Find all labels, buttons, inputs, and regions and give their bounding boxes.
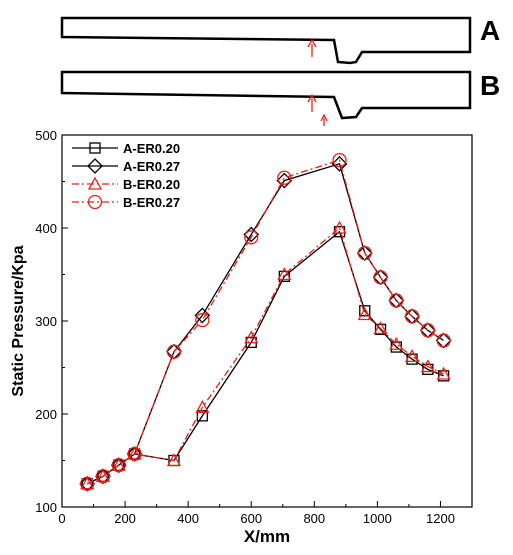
data-point bbox=[332, 220, 347, 234]
data-point bbox=[111, 457, 126, 471]
legend-label: B-ER0.27 bbox=[123, 195, 180, 210]
data-point bbox=[127, 446, 142, 462]
series-layer bbox=[79, 152, 452, 492]
data-point bbox=[166, 453, 182, 467]
data-point bbox=[166, 344, 182, 359]
legend-entry: B-ER0.20 bbox=[72, 176, 180, 192]
data-point bbox=[357, 307, 372, 321]
pressure-chart: 0 200 400 600 800 1000 1200 100 200 300 400 500 A-E… bbox=[10, 128, 473, 546]
data-point bbox=[244, 230, 259, 245]
data-point bbox=[127, 446, 142, 460]
series-b-er0-20 bbox=[80, 220, 451, 490]
legend-entry: A-ER0.27 bbox=[72, 158, 180, 174]
data-point bbox=[80, 476, 95, 490]
geometry-b-outline bbox=[60, 70, 472, 120]
y-tick-label: 100 bbox=[35, 500, 57, 515]
legend-entry: B-ER0.27 bbox=[72, 194, 180, 210]
series-line bbox=[86, 226, 444, 485]
x-axis-label: X/mm bbox=[244, 527, 290, 546]
data-point bbox=[244, 330, 259, 344]
x-tick-label: 800 bbox=[303, 511, 325, 526]
y-tick-label: 500 bbox=[35, 128, 57, 143]
geometry-label-a: A bbox=[480, 15, 500, 46]
data-point bbox=[373, 321, 388, 335]
axis-ticks: 0 200 400 600 800 1000 1200 100 200 300 400 500 bbox=[35, 128, 455, 526]
data-point bbox=[389, 336, 404, 350]
data-point bbox=[111, 457, 126, 473]
series-line bbox=[86, 230, 444, 485]
data-point bbox=[195, 312, 210, 328]
data-point bbox=[276, 172, 293, 189]
y-tick-label: 400 bbox=[35, 221, 57, 236]
x-tick-label: 1000 bbox=[363, 511, 392, 526]
data-point bbox=[404, 348, 420, 362]
legend-marker bbox=[87, 158, 103, 174]
data-point bbox=[332, 152, 347, 168]
x-tick-label: 400 bbox=[177, 511, 199, 526]
data-point bbox=[359, 305, 371, 317]
geometry-b: B bbox=[60, 70, 500, 126]
data-point bbox=[277, 267, 292, 281]
legend-marker bbox=[89, 142, 101, 154]
data-point bbox=[374, 323, 387, 336]
x-tick-label: 1200 bbox=[426, 511, 455, 526]
data-point bbox=[373, 270, 388, 285]
data-point bbox=[420, 359, 435, 373]
data-point bbox=[389, 293, 404, 308]
legend-label: A-ER0.27 bbox=[123, 159, 180, 174]
legend-label: B-ER0.20 bbox=[123, 177, 180, 192]
data-point bbox=[80, 476, 95, 491]
y-tick-label: 200 bbox=[35, 407, 57, 422]
data-point bbox=[95, 469, 111, 484]
y-tick-label: 300 bbox=[35, 314, 57, 329]
data-point bbox=[195, 400, 210, 414]
data-point bbox=[95, 468, 111, 482]
data-point bbox=[420, 323, 435, 338]
x-tick-label: 600 bbox=[240, 511, 262, 526]
legend-marker bbox=[87, 194, 103, 210]
injection-arrow-b1 bbox=[307, 93, 317, 112]
injection-arrow-a bbox=[307, 38, 317, 57]
geometry-label-b: B bbox=[480, 70, 500, 101]
data-point bbox=[404, 309, 420, 324]
legend-marker bbox=[87, 176, 103, 190]
x-tick-label: 0 bbox=[58, 511, 65, 526]
series-b-er0-27 bbox=[80, 152, 451, 491]
data-point bbox=[436, 366, 451, 380]
data-point bbox=[436, 333, 451, 348]
injection-arrow-b2 bbox=[320, 113, 328, 126]
x-tick-label: 200 bbox=[114, 511, 136, 526]
legend: A-ER0.20 A-ER0.27 B-ER0.20 B-ER0.27 bbox=[72, 141, 180, 210]
legend-label: A-ER0.20 bbox=[123, 141, 180, 156]
legend-entry: A-ER0.20 bbox=[72, 141, 180, 156]
geometry-a: A bbox=[60, 15, 500, 65]
y-axis-label: Static Pressure/Kpa bbox=[10, 245, 27, 396]
data-point bbox=[277, 170, 292, 185]
data-point bbox=[357, 245, 372, 261]
geometry-a-outline bbox=[60, 16, 472, 65]
